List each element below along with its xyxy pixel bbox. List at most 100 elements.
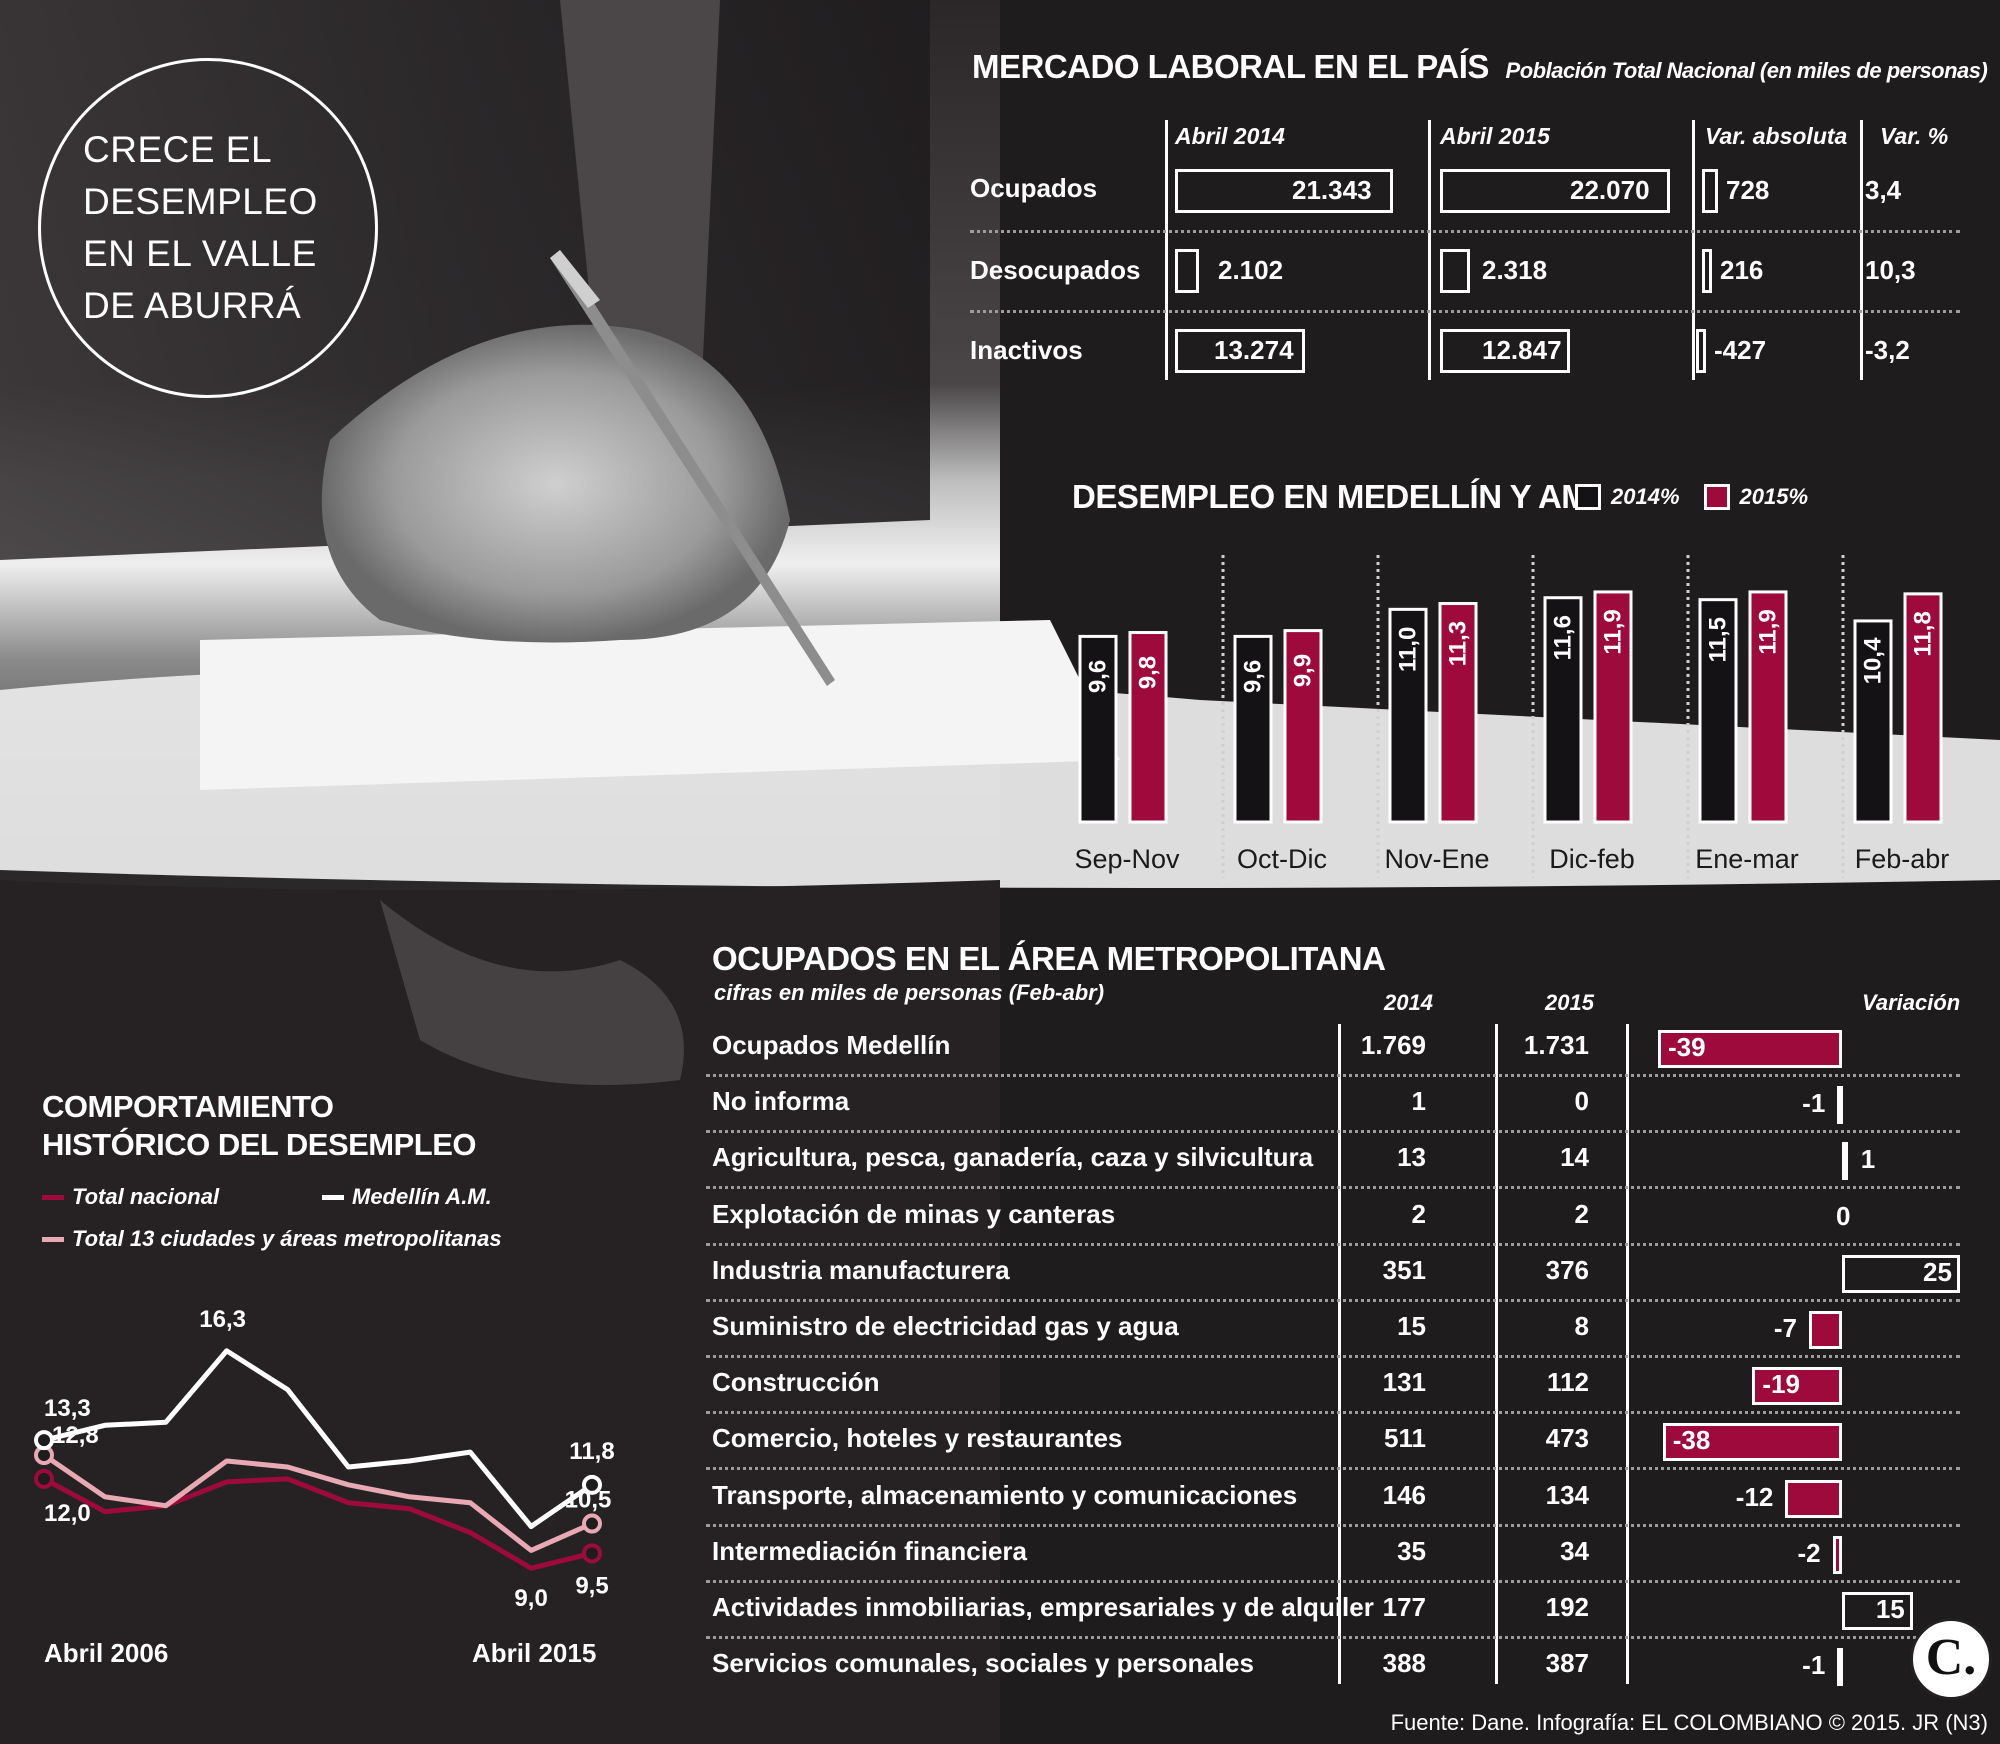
metro-row-label: Agricultura, pesca, ganadería, caza y si… (712, 1142, 1314, 1173)
variation-value: -38 (1672, 1425, 1711, 1456)
history-title-line2: HISTÓRICO DEL DESEMPLEO (42, 1127, 477, 1162)
row-divider (706, 1579, 1960, 1583)
divider (1428, 120, 1431, 380)
metro-title: OCUPADOS EN EL ÁREA METROPOLITANA (712, 940, 1386, 978)
bar-2015 (1440, 169, 1670, 213)
variation-bar (1785, 1479, 1842, 1518)
variation-bar (1808, 1311, 1842, 1349)
variation-value: 15 (1875, 1594, 1905, 1624)
variation-bar (1837, 1648, 1844, 1687)
variation-value: 0 (1836, 1200, 1851, 1231)
bar-abs (1702, 249, 1712, 293)
value-2015: 376 (1545, 1254, 1589, 1285)
column-divider (1338, 1024, 1341, 1684)
metro-row: No informa 1 0 -1 (706, 1076, 1960, 1134)
legend-label-ciudades: Total 13 ciudades y áreas metropolitanas (72, 1226, 502, 1251)
variation-bar (1658, 1030, 1842, 1068)
value-2015: 2.318 (1482, 255, 1548, 285)
variation-bar (1832, 1535, 1842, 1574)
metro-row-label: Ocupados Medellín (712, 1030, 951, 1060)
row-divider (706, 1130, 1960, 1134)
metro-row: Comercio, hoteles y restaurantes 511 473 -3… (706, 1413, 1960, 1471)
value-2015: 134 (1545, 1479, 1589, 1510)
legend-label-medellin: Medellín A.M. (352, 1184, 492, 1209)
value-2014: 388 (1382, 1648, 1426, 1679)
value-2015: 14 (1560, 1142, 1589, 1173)
metro-row-label: No informa (712, 1086, 850, 1117)
value-2014: 1 (1411, 1086, 1426, 1117)
value-2014: 15 (1397, 1311, 1426, 1341)
row-divider (706, 1186, 1960, 1190)
value-abs: 216 (1720, 255, 1764, 285)
value-2015: 192 (1545, 1592, 1589, 1622)
legend-item-medellin: Medellín A.M. (322, 1184, 492, 1210)
metro-row: Explotación de minas y canteras 2 2 0 (706, 1189, 1960, 1246)
metro-row: Construcción 131 112 -19 (706, 1357, 1960, 1415)
legend-label-nacional: Total nacional (72, 1184, 220, 1209)
value-2014: 146 (1382, 1479, 1426, 1510)
row-divider (706, 1411, 1960, 1415)
value-2015: 8 (1574, 1311, 1589, 1341)
value-2015: 473 (1545, 1423, 1589, 1454)
metro-row: Intermediación financiera 35 34 -2 (706, 1526, 1960, 1583)
metro-row-label: Explotación de minas y canteras (712, 1198, 1116, 1229)
variation-value: 1 (1860, 1144, 1876, 1175)
metro-row-label: Industria manufacturera (712, 1254, 1010, 1285)
history-title: COMPORTAMIENTO HISTÓRICO DEL DESEMPLEO (42, 1088, 477, 1164)
row-divider (970, 310, 1960, 313)
row-divider (970, 230, 1960, 233)
value-2014: 177 (1382, 1592, 1426, 1622)
bar-abs (1702, 169, 1718, 213)
headline-circle: CRECE EL DESEMPLEO EN EL VALLE DE ABURRÁ (38, 58, 378, 398)
value-2015: 112 (1547, 1367, 1589, 1398)
metro-title-text: OCUPADOS EN EL ÁREA METROPOLITANA (712, 940, 1386, 977)
bar-abs (1696, 329, 1706, 373)
legend-swatch-2014 (1575, 484, 1601, 510)
legend-line-ciudades (42, 1236, 64, 1242)
value-2014: 13.274 (1214, 335, 1294, 365)
x-label-end: Abril 2015 (472, 1638, 597, 1668)
value-2014: 131 (1382, 1367, 1426, 1398)
bar-2015 (1440, 249, 1470, 293)
row-divider (706, 1298, 1960, 1302)
metro-header-2014: 2014 (1384, 990, 1433, 1015)
row-divider (706, 1636, 1960, 1639)
metro-row: Transporte, almacenamiento y comunicacio… (706, 1470, 1960, 1527)
variation-bar (1662, 1423, 1842, 1462)
row-label: Ocupados (970, 173, 1098, 203)
variation-bar (1837, 1086, 1844, 1125)
value-2015: 387 (1545, 1648, 1589, 1679)
variation-bar (1842, 1592, 1913, 1630)
value-2014: 13 (1397, 1142, 1426, 1173)
value-abs: -427 (1714, 335, 1767, 365)
value-pct: 10,3 (1865, 255, 1916, 285)
variation-bar (1842, 1254, 1960, 1293)
column-divider (1495, 1024, 1498, 1684)
value-2014: 511 (1384, 1423, 1426, 1454)
value-2015: 2 (1574, 1198, 1589, 1229)
divider (1860, 120, 1863, 380)
legend-swatch-2015 (1703, 484, 1730, 510)
metro-row: Suministro de electricidad gas y agua 15 8… (706, 1301, 1960, 1358)
value-2015: 0 (1574, 1086, 1589, 1117)
bar-2014 (1175, 329, 1305, 373)
value-abs: 728 (1726, 175, 1770, 205)
labor-title: MERCADO LABORAL EN EL PAÍS Población Tot… (972, 48, 1988, 86)
metro-row-label: Construcción (712, 1367, 880, 1398)
bar-2014 (1175, 169, 1393, 213)
value-2015: 1.731 (1523, 1030, 1589, 1060)
x-label-start: Abril 2006 (44, 1638, 169, 1668)
value-2014: 35 (1397, 1535, 1426, 1566)
metro-row: Servicios comunales, sociales y personal… (706, 1638, 1960, 1694)
value-pct: -3,2 (1865, 335, 1910, 365)
metro-subtitle: cifras en miles de personas (Feb-abr) (714, 980, 1105, 1005)
header-abril-2015: Abril 2015 (1440, 123, 1550, 149)
value-2015: 34 (1560, 1535, 1589, 1566)
metro-row-label: Servicios comunales, sociales y personal… (712, 1648, 1254, 1679)
metro-table: Ocupados Medellín 1.769 1.731 -39 No informa… (706, 1000, 1960, 1690)
el-colombiano-logo: C. (1910, 1618, 1992, 1700)
unemployment-title-text: DESEMPLEO EN MEDELLÍN Y AM (1072, 478, 1589, 515)
metro-row-label: Suministro de electricidad gas y agua (712, 1311, 1179, 1341)
variation-value: -19 (1762, 1369, 1800, 1400)
labor-subtitle: Población Total Nacional (en miles de pe… (1505, 58, 1988, 83)
